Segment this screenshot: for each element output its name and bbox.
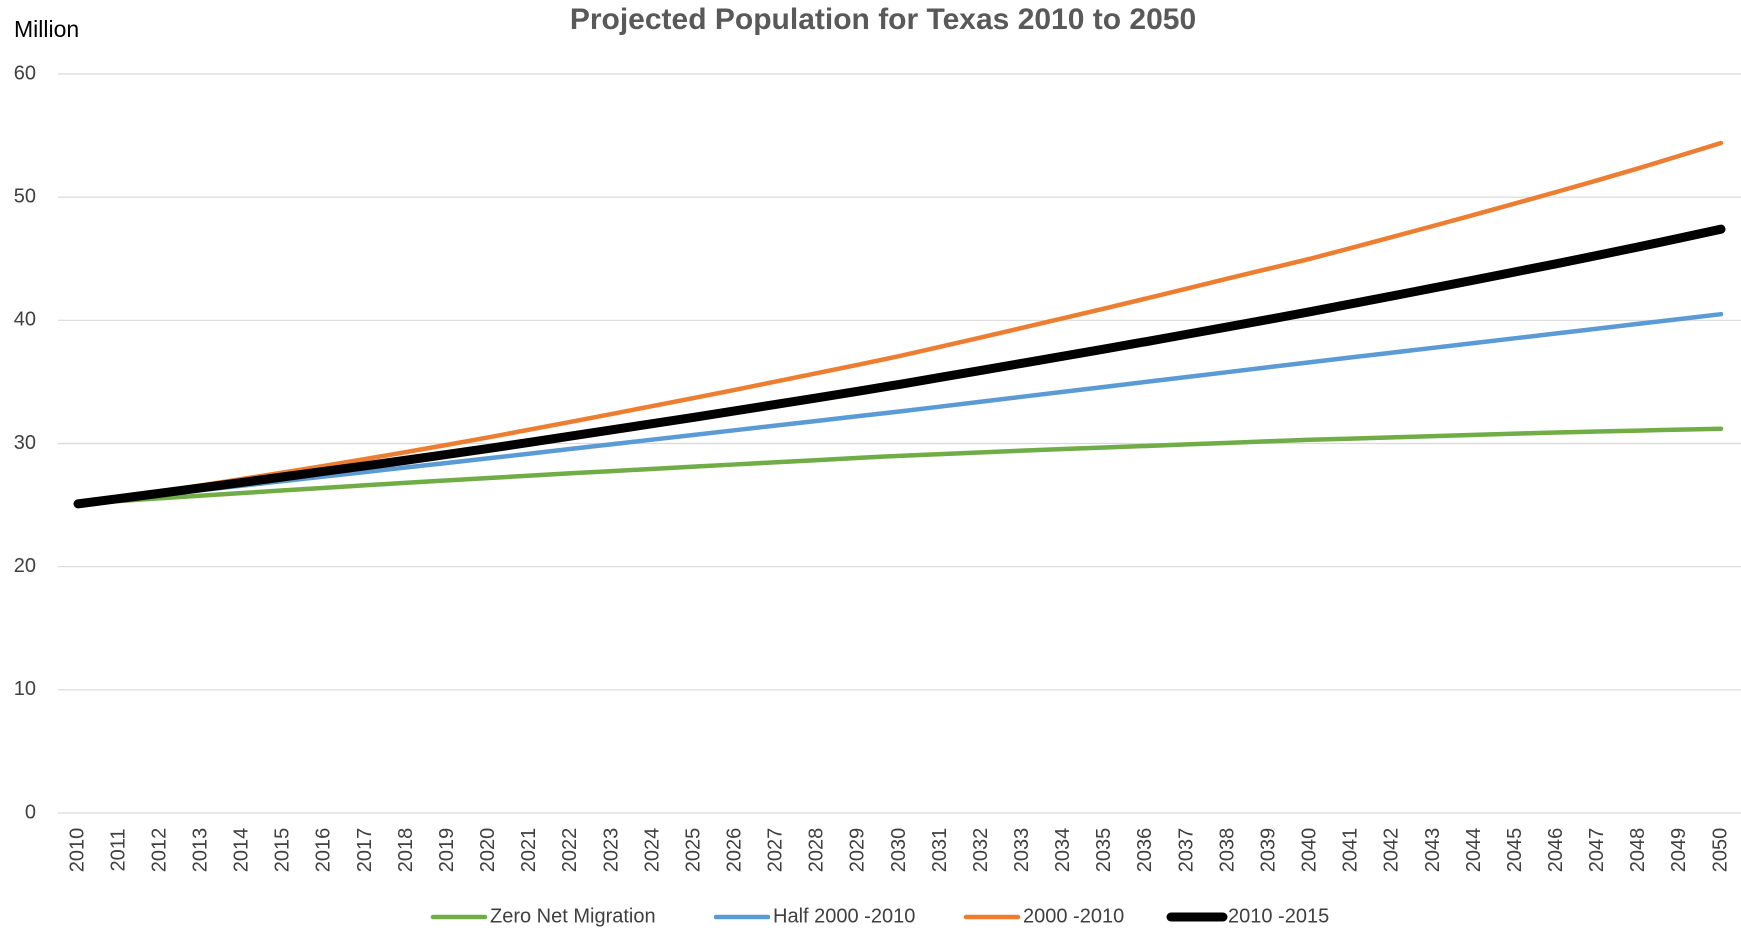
x-tick-label: 2014 (231, 828, 253, 873)
x-tick-label: 2037 (1175, 828, 1197, 873)
x-tick-label: 2046 (1545, 828, 1567, 873)
x-tick-label: 2034 (1052, 828, 1074, 873)
x-tick-label: 2032 (970, 828, 992, 873)
series-line (75, 426, 1724, 507)
x-tick-label: 2025 (682, 828, 704, 873)
x-tick-label: 2023 (600, 828, 622, 873)
x-tick-label: 2013 (190, 828, 212, 873)
x-tick-label: 2015 (272, 828, 294, 873)
x-tick-label: 2012 (148, 828, 170, 873)
x-tick-label: 2027 (765, 828, 787, 873)
x-tick-label: 2044 (1463, 828, 1485, 873)
legend-label: 2000 -2010 (1023, 905, 1124, 927)
x-tick-label: 2042 (1381, 828, 1403, 873)
x-tick-label: 2041 (1340, 828, 1362, 873)
x-tick-label: 2028 (806, 828, 828, 873)
x-tick-label: 2021 (518, 828, 540, 873)
x-tick-label: 2016 (313, 828, 335, 873)
x-tick-label: 2011 (107, 828, 129, 871)
y-tick-label: 60 (14, 62, 36, 84)
x-tick-label: 2024 (641, 828, 663, 873)
y-tick-label: 20 (14, 555, 36, 577)
y-tick-label: 50 (14, 185, 36, 207)
series-line (75, 311, 1724, 507)
x-tick-label: 2029 (847, 828, 869, 873)
x-tick-label: 2049 (1668, 828, 1690, 873)
x-tick-label: 2039 (1257, 828, 1279, 873)
x-tick-label: 2047 (1586, 828, 1608, 873)
x-tick-label: 2033 (1011, 828, 1033, 873)
x-tick-label: 2026 (723, 828, 745, 873)
x-tick-label: 2050 (1709, 828, 1731, 873)
legend-label: Zero Net Migration (490, 905, 656, 927)
x-tick-label: 2045 (1504, 828, 1526, 873)
x-tick-label: 2010 (66, 828, 88, 873)
x-tick-label: 2022 (559, 828, 581, 873)
x-tick-label: 2019 (436, 828, 458, 873)
x-tick-label: 2030 (888, 828, 910, 873)
y-tick-label: 40 (14, 309, 36, 331)
series-line (73, 224, 1726, 509)
y-tick-label: 10 (14, 678, 36, 700)
x-tick-label: 2020 (477, 828, 499, 873)
x-tick-label: 2036 (1134, 828, 1156, 873)
x-tick-label: 2040 (1299, 828, 1321, 873)
x-tick-label: 2017 (354, 828, 376, 873)
y-tick-label: 30 (14, 432, 36, 454)
x-tick-label: 2031 (929, 828, 951, 873)
y-tick-label: 0 (25, 801, 36, 823)
series-line (75, 140, 1724, 507)
legend-label: Half 2000 -2010 (773, 905, 915, 927)
y-axis-label: Million (14, 16, 79, 42)
x-tick-label: 2035 (1093, 828, 1115, 873)
x-tick-label: 2038 (1216, 828, 1238, 873)
x-tick-label: 2018 (395, 828, 417, 873)
x-tick-label: 2043 (1422, 828, 1444, 873)
chart-title: Projected Population for Texas 2010 to 2… (570, 3, 1196, 36)
legend-label: 2010 -2015 (1228, 905, 1329, 927)
x-tick-label: 2048 (1627, 828, 1649, 873)
